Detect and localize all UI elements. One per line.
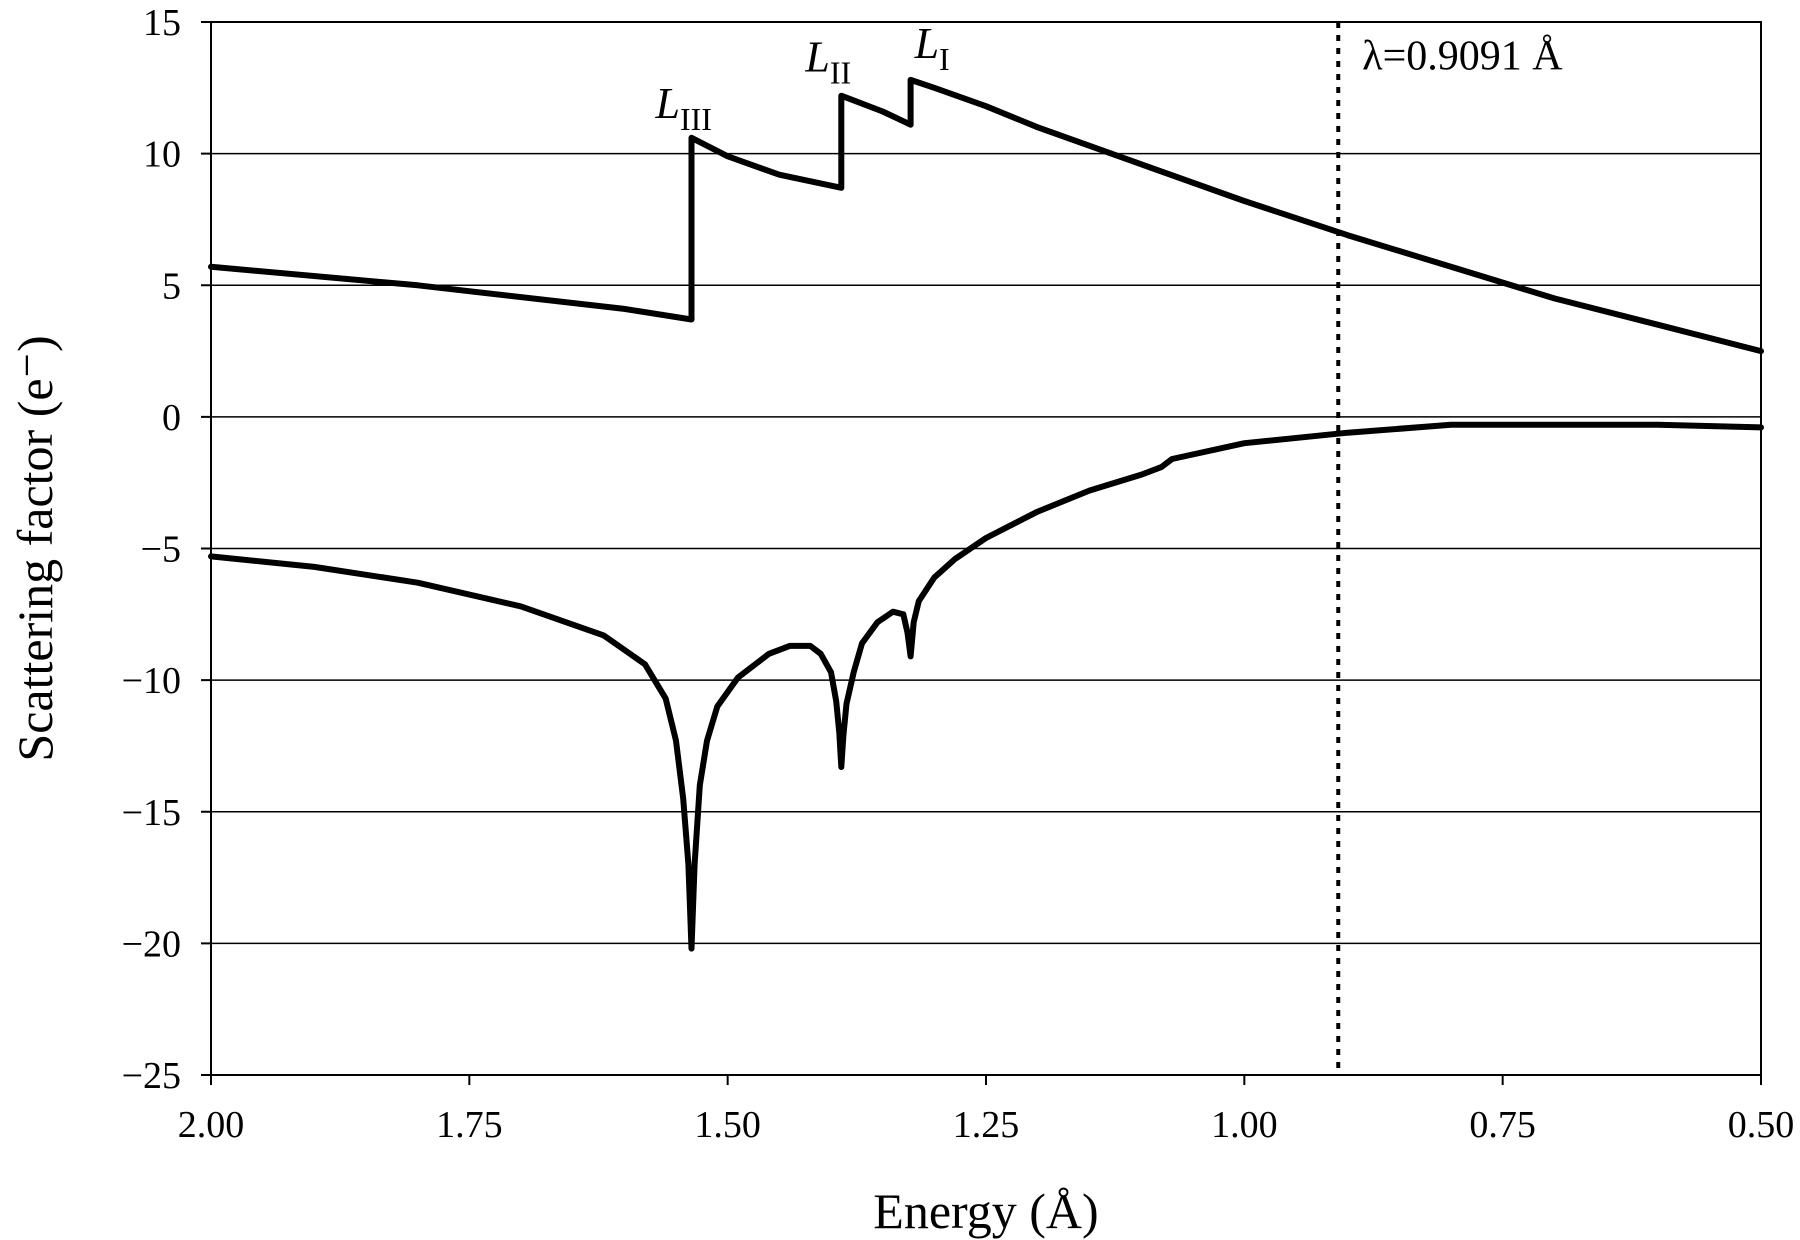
y-tick-label: 5: [162, 265, 181, 307]
y-tick-label: 15: [143, 2, 181, 44]
x-tick-label: 1.75: [436, 1104, 503, 1146]
edge-label-base: L: [804, 33, 829, 82]
reference-wavelength-label: λ=0.9091 Å: [1362, 33, 1563, 79]
y-tick-label: −25: [122, 1055, 181, 1097]
y-axis-title: Scattering factor (e⁻): [7, 335, 63, 761]
y-tick-label: −5: [141, 529, 181, 571]
x-tick-label: 1.50: [694, 1104, 761, 1146]
reference-line-group: λ=0.9091 Å: [1336, 22, 1563, 1075]
edge-label: LI: [914, 19, 950, 77]
x-tick-label: 1.00: [1211, 1104, 1278, 1146]
x-tick-label: 1.25: [953, 1104, 1020, 1146]
edge-label: LIII: [655, 79, 712, 137]
y-tick-label: 10: [143, 134, 181, 176]
edge-label: LII: [804, 33, 851, 91]
y-tick-label: −15: [122, 792, 181, 834]
series-group: [208, 76, 1764, 952]
x-tick-label: 0.50: [1728, 1104, 1795, 1146]
x-tick-label: 2.00: [178, 1104, 245, 1146]
x-axis-title: Energy (Å): [873, 1183, 1098, 1239]
edge-label-subscript: III: [680, 101, 712, 137]
series-line-upper: [208, 76, 1764, 355]
y-tick-label: 0: [162, 397, 181, 439]
y-tick-label: −10: [122, 660, 181, 702]
x-tick-label: 0.75: [1469, 1104, 1536, 1146]
edge-label-base: L: [914, 19, 939, 68]
edge-label-base: L: [655, 79, 680, 128]
y-tick-label: −20: [122, 923, 181, 965]
axis-ticks: 15 10 5 0 −5 −10 −15 −20 −25 2.00 1.75 1.50 1.25 1.00…: [122, 2, 1795, 1146]
series-line-lower: [208, 421, 1764, 952]
edge-label-subscript: I: [939, 41, 950, 77]
edge-label-subscript: II: [830, 55, 851, 91]
